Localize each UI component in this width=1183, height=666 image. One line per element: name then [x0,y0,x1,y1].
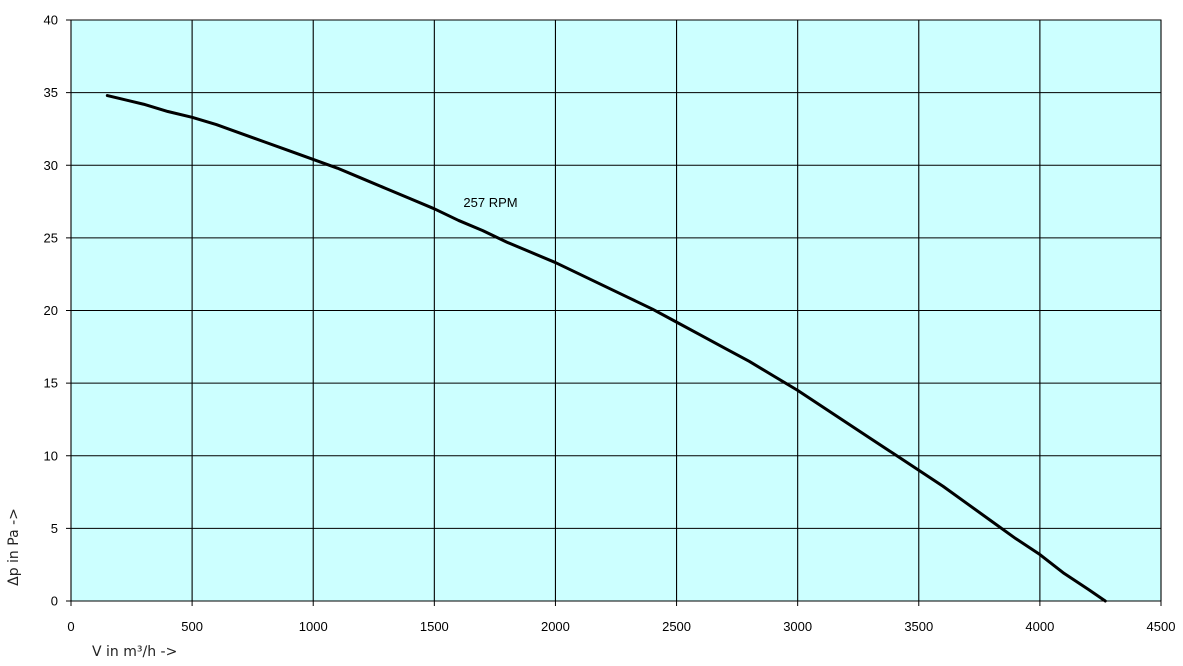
x-tick-label: 2500 [662,619,691,634]
x-tick-label: 500 [181,619,203,634]
x-tick-label: 2000 [541,619,570,634]
y-tick-label: 15 [44,376,58,391]
x-tick-label: 3000 [783,619,812,634]
x-tick-label: 4000 [1025,619,1054,634]
y-tick-label: 0 [51,594,58,609]
y-tick-label: 35 [44,85,58,100]
grid-lines [66,19,1162,606]
series-layer [105,94,1107,603]
y-tick-label: 25 [44,230,58,245]
y-axis-title: Δp in Pa -> [6,508,22,586]
x-tick-label: 3500 [904,619,933,634]
x-tick-label: 4500 [1147,619,1176,634]
tick-labels: 0 500 1000 1500 2000 2500 3000 3500 4000 4500 0 5 10… [44,13,1176,635]
y-tick-label: 20 [44,303,58,318]
x-tick-label: 1000 [299,619,328,634]
series-line [105,94,1107,603]
y-tick-label: 10 [44,448,58,463]
series-label: 257 RPM [463,195,517,210]
y-tick-label: 5 [51,521,58,536]
y-tick-label: 30 [44,158,58,173]
x-tick-label: 0 [67,619,74,634]
annotations: 257 RPM [463,195,517,210]
x-tick-label: 1500 [420,619,449,634]
y-tick-label: 40 [44,13,58,28]
x-axis-title: V in m³/h -> [92,644,177,660]
